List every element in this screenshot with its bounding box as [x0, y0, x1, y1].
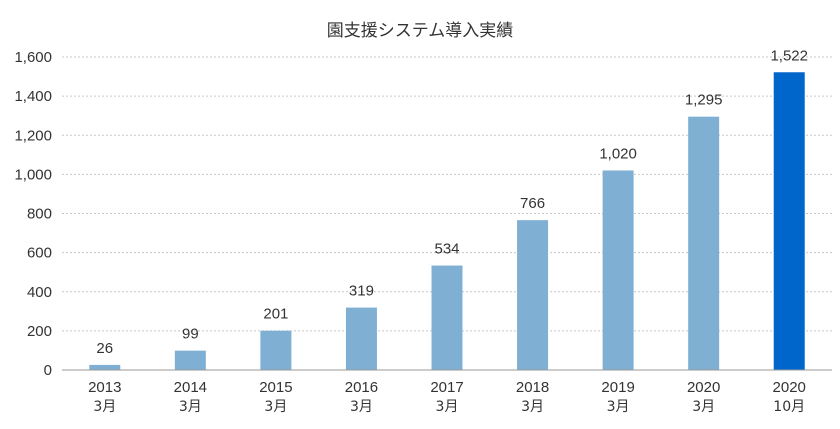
x-tick-year-2: 2015 [259, 379, 292, 396]
bar-2 [260, 330, 292, 370]
x-tick-year-4: 2017 [430, 379, 463, 396]
x-tick-month-6: 3月 [607, 399, 630, 415]
bar-6 [602, 170, 634, 370]
x-tick-month-1: 3月 [179, 399, 202, 415]
grid-lines [62, 56, 832, 332]
x-tick-month-2: 3月 [264, 399, 287, 415]
y-tick-label-4: 800 [27, 206, 52, 223]
x-tick-month-4: 3月 [436, 399, 459, 415]
y-tick-label-0: 0 [44, 362, 52, 379]
x-tick-year-3: 2016 [345, 379, 378, 396]
x-tick-year-0: 2013 [88, 379, 121, 396]
data-label-1: 99 [182, 326, 199, 343]
bar-3 [345, 307, 377, 370]
y-tick-label-5: 1,000 [14, 166, 52, 183]
bars [89, 72, 805, 371]
y-tick-label-1: 200 [27, 323, 52, 340]
x-tick-year-8: 2020 [773, 379, 806, 396]
data-label-5: 766 [520, 195, 545, 212]
bar-1 [174, 350, 206, 370]
x-tick-year-5: 2018 [516, 379, 549, 396]
y-tick-label-8: 1,600 [14, 49, 52, 66]
data-label-2: 201 [263, 306, 288, 323]
data-labels: 26 99 201 319 534 766 1,020 1,295 1,522 [96, 47, 808, 357]
data-label-0: 26 [96, 340, 113, 357]
x-tick-year-6: 2019 [601, 379, 634, 396]
data-label-7: 1,295 [685, 92, 723, 109]
y-tick-label-3: 600 [27, 245, 52, 262]
chart-title: 園支援システム導入実績 [327, 21, 514, 41]
y-tick-label-2: 400 [27, 284, 52, 301]
x-tick-month-7: 3月 [692, 399, 715, 415]
x-tick-month-8: 10月 [773, 399, 805, 415]
y-axis-tick-labels: 0 200 400 600 800 1,000 1,200 1,400 1,600 [14, 49, 52, 379]
x-axis-tick-labels: 2013 3月 2014 3月 2015 3月 2016 3月 2017 3月 2018 3月 2019… [88, 379, 806, 415]
x-tick-year-7: 2020 [687, 379, 720, 396]
data-label-6: 1,020 [599, 145, 637, 162]
data-label-3: 319 [349, 283, 374, 300]
bar-0 [89, 364, 121, 370]
x-tick-month-3: 3月 [350, 399, 373, 415]
data-label-4: 534 [434, 241, 459, 258]
y-tick-label-6: 1,200 [14, 127, 52, 144]
x-tick-month-5: 3月 [521, 399, 544, 415]
x-tick-year-1: 2014 [174, 379, 207, 396]
x-tick-month-0: 3月 [93, 399, 116, 415]
data-label-8: 1,522 [770, 47, 808, 64]
bar-8 [773, 72, 805, 370]
bar-5 [517, 220, 549, 370]
bar-7 [688, 116, 720, 371]
bar-4 [431, 265, 463, 370]
y-tick-label-7: 1,400 [14, 88, 52, 105]
